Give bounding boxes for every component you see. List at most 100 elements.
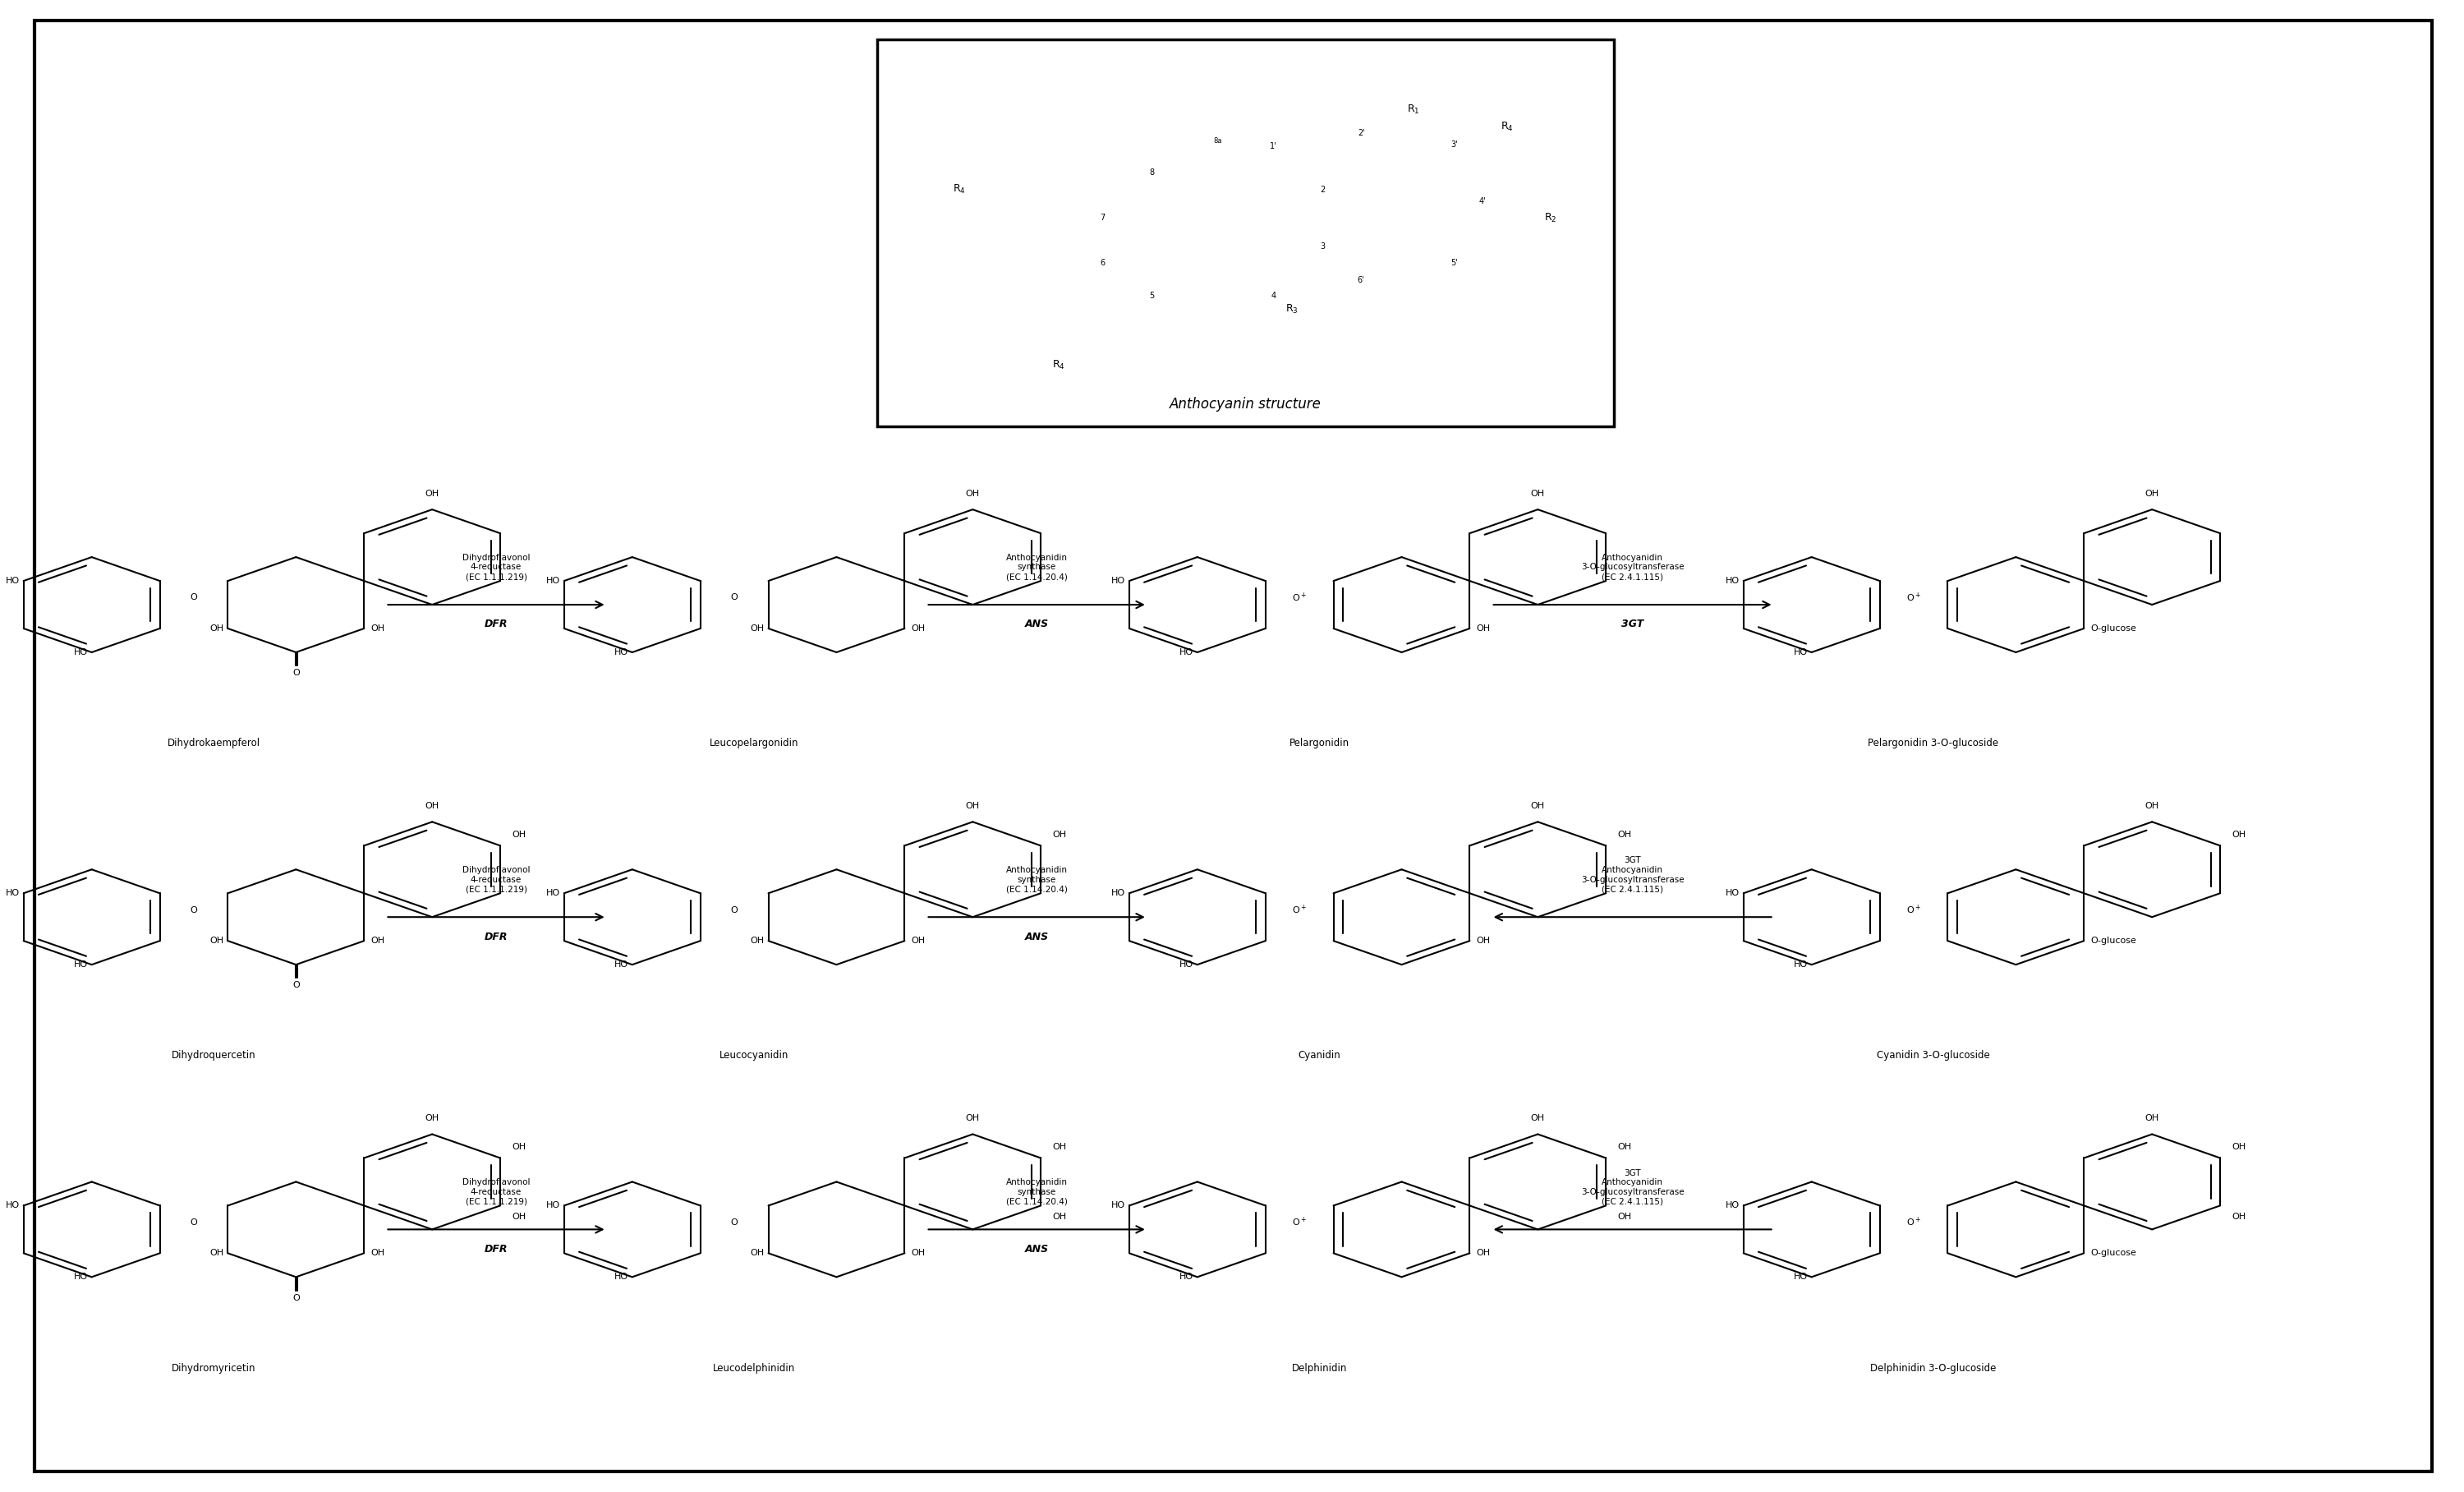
Text: 2: 2 (1321, 185, 1326, 194)
Text: HO: HO (5, 889, 20, 897)
Text: HO: HO (547, 577, 559, 585)
Text: Dihydroflavonol
4-reductase
(EC 1.1.1.219): Dihydroflavonol 4-reductase (EC 1.1.1.21… (463, 554, 530, 580)
Text: OH: OH (370, 1249, 384, 1258)
Text: OH: OH (752, 1249, 764, 1258)
Text: HO: HO (74, 961, 89, 968)
Text: HO: HO (74, 648, 89, 656)
Text: 3GT: 3GT (1621, 619, 1643, 630)
Text: OH: OH (1052, 1143, 1067, 1150)
Text: Anthocyanidin
synthase
(EC 1.14.20.4): Anthocyanidin synthase (EC 1.14.20.4) (1005, 554, 1067, 580)
Text: OH: OH (209, 1249, 224, 1258)
Text: HO: HO (1794, 648, 1809, 656)
Text: OH: OH (513, 1143, 527, 1150)
Text: OH: OH (912, 624, 924, 633)
Text: OH: OH (513, 1213, 527, 1220)
Text: DFR: DFR (485, 619, 508, 630)
Text: O$^+$: O$^+$ (1907, 1216, 1922, 1228)
Text: HO: HO (547, 1201, 559, 1210)
Text: O$^+$: O$^+$ (1907, 591, 1922, 604)
Text: Cyanidin 3-O-glucoside: Cyanidin 3-O-glucoside (1878, 1050, 1991, 1061)
Text: Dihydroflavonol
4-reductase
(EC 1.1.1.219): Dihydroflavonol 4-reductase (EC 1.1.1.21… (463, 1179, 530, 1206)
Text: OH: OH (2232, 831, 2247, 839)
Text: Anthocyanidin
3-O-glucosyltransferase
(EC 2.4.1.115): Anthocyanidin 3-O-glucosyltransferase (E… (1582, 554, 1683, 580)
Text: ANS: ANS (1025, 1244, 1050, 1255)
Text: OH: OH (1476, 624, 1491, 633)
Text: HO: HO (1111, 577, 1126, 585)
Text: OH: OH (2146, 1115, 2158, 1122)
Text: 8: 8 (1151, 169, 1156, 178)
Text: 5': 5' (1451, 260, 1459, 267)
Text: HO: HO (1725, 889, 1740, 897)
Text: 6': 6' (1358, 276, 1365, 285)
Text: OH: OH (1619, 1213, 1631, 1220)
Text: Dihydromyricetin: Dihydromyricetin (172, 1362, 256, 1373)
Text: OH: OH (209, 624, 224, 633)
Text: 8a: 8a (1212, 137, 1222, 145)
Text: Anthocyanidin
synthase
(EC 1.14.20.4): Anthocyanidin synthase (EC 1.14.20.4) (1005, 865, 1067, 894)
Text: OH: OH (966, 801, 981, 810)
Text: HO: HO (614, 1273, 628, 1282)
Text: OH: OH (1530, 1115, 1545, 1122)
Text: DFR: DFR (485, 1244, 508, 1255)
Text: OH: OH (1619, 831, 1631, 839)
Text: HO: HO (1180, 1273, 1193, 1282)
Text: Dihydrokaempferol: Dihydrokaempferol (168, 739, 261, 749)
Text: O-glucose: O-glucose (2089, 937, 2136, 944)
Text: OH: OH (1530, 489, 1545, 498)
Text: OH: OH (912, 937, 924, 944)
Text: Delphinidin 3-O-glucoside: Delphinidin 3-O-glucoside (1870, 1362, 1996, 1373)
Text: OH: OH (370, 624, 384, 633)
Text: OH: OH (513, 831, 527, 839)
Text: 3GT
Anthocyanidin
3-O-glucosyltransferase
(EC 2.4.1.115): 3GT Anthocyanidin 3-O-glucosyltransferas… (1582, 1168, 1683, 1206)
Text: 4': 4' (1478, 197, 1486, 204)
Text: OH: OH (752, 624, 764, 633)
Text: OH: OH (1052, 831, 1067, 839)
Text: 7: 7 (1101, 213, 1106, 222)
Text: HO: HO (74, 1273, 89, 1282)
Text: HO: HO (1794, 1273, 1809, 1282)
Text: OH: OH (1432, 242, 1446, 251)
Text: O: O (190, 906, 197, 915)
Text: Dihydroquercetin: Dihydroquercetin (172, 1050, 256, 1061)
Text: 3': 3' (1451, 140, 1459, 149)
Text: Anthocyanidin
synthase
(EC 1.14.20.4): Anthocyanidin synthase (EC 1.14.20.4) (1005, 1179, 1067, 1206)
Text: Pelargonidin: Pelargonidin (1289, 739, 1350, 749)
Text: HO: HO (1111, 1201, 1126, 1210)
Text: OH: OH (1476, 937, 1491, 944)
Text: 2': 2' (1358, 130, 1365, 137)
Text: R$_4$: R$_4$ (1501, 121, 1513, 133)
Text: HO: HO (1794, 961, 1809, 968)
Text: O: O (293, 1294, 301, 1303)
Text: Cyanidin: Cyanidin (1299, 1050, 1340, 1061)
Text: HO: HO (1082, 270, 1096, 279)
Text: 4: 4 (1271, 291, 1276, 300)
Text: Anthocyanin structure: Anthocyanin structure (1170, 397, 1321, 412)
Text: O$^+$: O$^+$ (1291, 1216, 1306, 1228)
Text: 5: 5 (1151, 291, 1156, 300)
Text: ANS: ANS (1025, 931, 1050, 941)
Text: O: O (732, 594, 739, 601)
Text: 6: 6 (1101, 260, 1106, 267)
Text: OH: OH (370, 937, 384, 944)
Text: Leucocyanidin: Leucocyanidin (719, 1050, 788, 1061)
Text: OH: OH (426, 489, 439, 498)
Text: O: O (293, 668, 301, 677)
Text: Dihydroflavonol
4-reductase
(EC 1.1.1.219): Dihydroflavonol 4-reductase (EC 1.1.1.21… (463, 865, 530, 894)
Text: O$^+$: O$^+$ (1291, 904, 1306, 916)
Text: OH: OH (1498, 82, 1513, 91)
Text: O$^+$: O$^+$ (1215, 203, 1230, 216)
Text: HO: HO (614, 648, 628, 656)
Text: 3GT
Anthocyanidin
3-O-glucosyltransferase
(EC 2.4.1.115): 3GT Anthocyanidin 3-O-glucosyltransferas… (1582, 856, 1683, 894)
Bar (877, 39, 1614, 427)
Text: HO: HO (5, 577, 20, 585)
Text: R$_3$: R$_3$ (1286, 303, 1299, 315)
Text: OH: OH (2146, 489, 2158, 498)
Text: Leucopelargonidin: Leucopelargonidin (710, 739, 798, 749)
Text: R$_4$: R$_4$ (1052, 360, 1064, 372)
Text: HO: HO (1180, 961, 1193, 968)
Text: OH: OH (1476, 1249, 1491, 1258)
Text: R$_4$: R$_4$ (954, 184, 966, 195)
Text: OH: OH (426, 801, 439, 810)
Text: O: O (293, 982, 301, 989)
Text: OH: OH (966, 1115, 981, 1122)
